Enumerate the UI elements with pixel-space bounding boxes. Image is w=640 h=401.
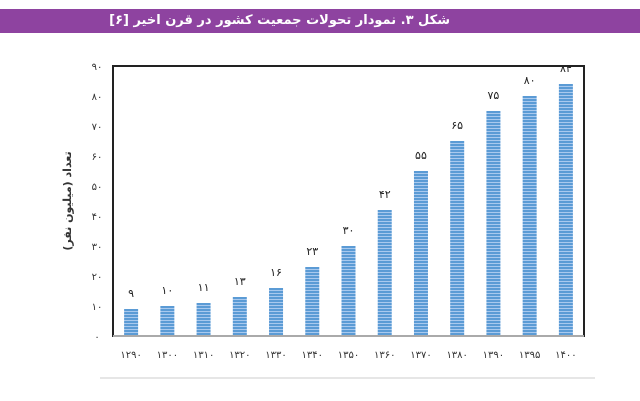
bar [450, 141, 465, 336]
x-tick-label: ۱۳۰۰ [157, 350, 178, 361]
x-tick-label: ۱۴۰۰ [555, 350, 576, 361]
x-tick-label: ۱۲۹۰ [120, 350, 141, 361]
data-label: ۱۰ [161, 284, 173, 297]
data-label: ۳۰ [343, 224, 355, 237]
data-label: ۱۱ [198, 281, 210, 294]
x-tick-label: ۱۳۸۰ [446, 350, 467, 361]
x-tick-label: ۱۳۴۰ [302, 350, 323, 361]
bar [558, 84, 573, 336]
bar [232, 297, 247, 336]
bar [341, 246, 356, 336]
bar [522, 96, 537, 336]
x-tick-label: ۱۳۱۰ [193, 350, 214, 361]
data-label: ۱۶ [270, 266, 282, 279]
data-label: ۲۳ [306, 245, 318, 258]
bar [377, 210, 392, 336]
y-tick-label: ۵۰ [92, 182, 103, 193]
data-label: ۵۵ [415, 149, 427, 162]
x-tick-label: ۱۳۹۵ [519, 350, 540, 361]
x-tick-label: ۱۳۳۰ [265, 350, 286, 361]
y-tick-label: ۹۰ [92, 62, 103, 73]
bar [413, 171, 428, 336]
bar [486, 111, 501, 336]
x-tick-label: ۱۳۶۰ [374, 350, 395, 361]
data-label: ۸۴ [560, 62, 572, 75]
data-label: ۴۲ [379, 188, 391, 201]
y-tick-label: ۳۰ [92, 242, 103, 253]
bar [196, 303, 211, 336]
x-tick-label: ۱۳۲۰ [229, 350, 250, 361]
bar [124, 309, 139, 336]
y-tick-label: ۸۰ [92, 92, 103, 103]
y-tick-label: ۱۰ [92, 302, 103, 313]
y-tick-label: ۴۰ [92, 212, 103, 223]
y-tick-label: ۶۰ [92, 152, 103, 163]
x-tick-label: ۱۳۷۰ [410, 350, 431, 361]
data-label: ۸۰ [524, 74, 536, 87]
y-tick-label: ۲۰ [92, 272, 103, 283]
x-tick-label: ۱۳۹۰ [483, 350, 504, 361]
bar [160, 306, 175, 336]
data-label: ۷۵ [488, 89, 500, 102]
figure-title: شکل ۳. نمودار تحولات جمعیت کشور در قرن ا… [109, 13, 450, 28]
bar [305, 267, 320, 336]
y-tick-label: ۷۰ [92, 122, 103, 133]
y-axis-label: تعداد (میلیون نفر) [61, 151, 74, 250]
x-tick-label: ۱۳۵۰ [338, 350, 359, 361]
data-label: ۶۵ [451, 119, 463, 132]
title-bar: شکل ۳. نمودار تحولات جمعیت کشور در قرن ا… [0, 9, 640, 33]
y-tick-label: ۰ [94, 332, 99, 343]
data-label: ۹ [128, 287, 134, 300]
bar [269, 288, 284, 336]
data-label: ۱۳ [234, 275, 246, 288]
